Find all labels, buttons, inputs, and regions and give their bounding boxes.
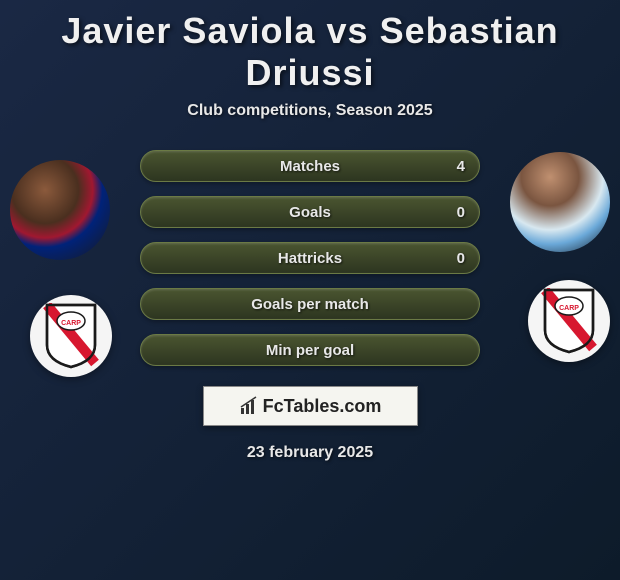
stat-right-value: 0 <box>457 204 465 221</box>
player2-club-crest: CARP <box>528 280 610 362</box>
stat-label: Hattricks <box>278 250 342 267</box>
stat-row-matches: Matches 4 <box>140 150 480 182</box>
page-title: Javier Saviola vs Sebastian Driussi <box>0 10 620 94</box>
chart-icon <box>239 396 259 416</box>
main-container: Javier Saviola vs Sebastian Driussi Club… <box>0 0 620 462</box>
player1-club-crest: CARP <box>30 295 112 377</box>
player1-avatar <box>10 160 110 260</box>
club-shield-icon: CARP <box>43 303 99 369</box>
vs-text: vs <box>327 10 369 51</box>
footer-brand: FcTables.com <box>263 396 382 417</box>
stat-label: Goals per match <box>251 296 369 313</box>
player1-avatar-image <box>10 160 110 260</box>
stat-label: Goals <box>289 204 331 221</box>
subtitle: Club competitions, Season 2025 <box>0 102 620 120</box>
player1-name: Javier Saviola <box>61 10 315 51</box>
stat-row-goals-per-match: Goals per match <box>140 288 480 320</box>
footer-attribution: FcTables.com <box>203 386 418 426</box>
club-shield-icon: CARP <box>541 288 597 354</box>
svg-text:CARP: CARP <box>61 320 81 327</box>
stat-row-min-per-goal: Min per goal <box>140 334 480 366</box>
stat-label: Matches <box>280 158 340 175</box>
brand-suffix: Tables.com <box>284 396 382 416</box>
stats-area: CARP CARP Matches 4 <box>0 150 620 462</box>
stat-row-goals: Goals 0 <box>140 196 480 228</box>
brand-prefix: Fc <box>263 396 284 416</box>
stat-right-value: 0 <box>457 250 465 267</box>
player2-avatar-image <box>510 152 610 252</box>
stat-row-hattricks: Hattricks 0 <box>140 242 480 274</box>
svg-text:CARP: CARP <box>559 305 579 312</box>
stat-rows: Matches 4 Goals 0 Hattricks 0 Goals per … <box>140 150 480 366</box>
stat-label: Min per goal <box>266 342 354 359</box>
date-text: 23 february 2025 <box>10 444 610 462</box>
stat-right-value: 4 <box>457 158 465 175</box>
player2-avatar <box>510 152 610 252</box>
